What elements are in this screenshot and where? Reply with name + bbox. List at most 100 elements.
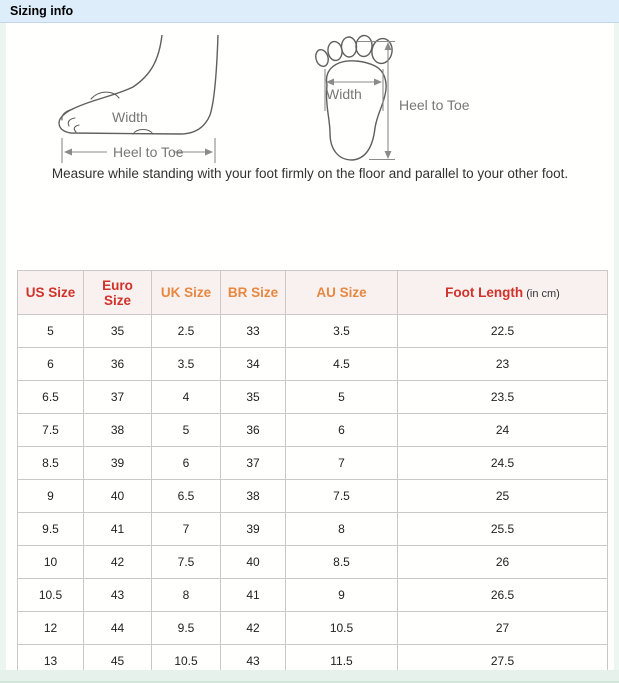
column-header: AU Size: [285, 270, 398, 315]
size-cell: 9: [17, 479, 84, 513]
size-cell: 43: [83, 578, 152, 612]
column-header: UK Size: [151, 270, 221, 315]
size-cell: 8.5: [17, 446, 84, 480]
size-cell: 4.5: [285, 347, 398, 381]
size-cell: 41: [220, 578, 286, 612]
size-cell: 8.5: [285, 545, 398, 579]
size-cell: 35: [220, 380, 286, 414]
size-cell: 34: [220, 347, 286, 381]
size-cell: 6: [151, 446, 221, 480]
size-cell: 7: [151, 512, 221, 546]
size-cell: 4: [151, 380, 221, 414]
size-cell: 42: [220, 611, 286, 645]
table-row: 12 44 9.5 42 10.5 27: [17, 611, 608, 645]
size-cell: 10.5: [285, 611, 398, 645]
size-cell: 27: [397, 611, 608, 645]
size-cell: 26.5: [397, 578, 608, 612]
table-row: 6 36 3.5 34 4.5 23: [17, 347, 608, 381]
bottom-edge-strip: [0, 670, 619, 683]
table-header-row: US Size Euro Size UK Size BR Size AU Size Foo…: [17, 270, 608, 315]
size-cell: 25: [397, 479, 608, 513]
size-cell: 6.5: [151, 479, 221, 513]
size-cell: 8: [151, 578, 221, 612]
size-cell: 26: [397, 545, 608, 579]
size-cell: 10.5: [17, 578, 84, 612]
size-cell: 9: [285, 578, 398, 612]
top-width-label: Width: [326, 86, 362, 102]
column-header-label: Euro Size: [102, 277, 133, 308]
column-header: US Size: [17, 270, 84, 315]
size-cell: 44: [83, 611, 152, 645]
foot-top-view-drawing: Width Heel to Toe: [315, 34, 470, 161]
size-cell: 41: [83, 512, 152, 546]
size-cell: 42: [83, 545, 152, 579]
size-cell: 12: [17, 611, 84, 645]
size-cell: 6: [285, 413, 398, 447]
size-cell: 7.5: [151, 545, 221, 579]
size-cell: 3.5: [151, 347, 221, 381]
size-cell: 23.5: [397, 380, 608, 414]
left-edge-strip: [0, 23, 6, 683]
size-cell: 10: [17, 545, 84, 579]
column-header-label: Foot Length: [445, 285, 524, 300]
size-cell: 9.5: [17, 512, 84, 546]
page-title: Sizing info: [10, 4, 74, 18]
size-cell: 24: [397, 413, 608, 447]
size-cell: 37: [83, 380, 152, 414]
size-cell: 25.5: [397, 512, 608, 546]
column-header-label: BR Size: [227, 285, 279, 300]
size-cell: 22.5: [397, 314, 608, 348]
table-row: 10 42 7.5 40 8.5 26: [17, 545, 608, 579]
size-cell: 33: [220, 314, 286, 348]
size-cell: 40: [83, 479, 152, 513]
size-cell: 39: [220, 512, 286, 546]
titlebar: Sizing info: [0, 0, 619, 23]
size-cell: 6.5: [17, 380, 84, 414]
size-cell: 39: [83, 446, 152, 480]
size-cell: 3.5: [285, 314, 398, 348]
column-header-unit: (in cm): [523, 288, 560, 300]
measure-instruction: Measure while standing with your foot fi…: [51, 166, 569, 181]
size-conversion-table: US Size Euro Size UK Size BR Size AU Size Foo…: [17, 270, 608, 678]
table-row: 10.5 43 8 41 9 26.5: [17, 578, 608, 612]
table-row: 9.5 41 7 39 8 25.5: [17, 512, 608, 546]
size-cell: 9.5: [151, 611, 221, 645]
column-header-label: AU Size: [316, 285, 367, 300]
foot-top-view-diagram: Width Heel to Toe: [295, 33, 470, 173]
table-row: 7.5 38 5 36 6 24: [17, 413, 608, 447]
side-width-label: Width: [112, 109, 148, 125]
size-cell: 38: [83, 413, 152, 447]
size-cell: 7.5: [17, 413, 84, 447]
size-cell: 36: [83, 347, 152, 381]
foot-side-view-diagram: Width Heel to Toe: [55, 35, 230, 170]
side-heel-to-toe-label: Heel to Toe: [113, 144, 184, 160]
top-heel-to-toe-label: Heel to Toe: [399, 97, 470, 113]
size-cell: 2.5: [151, 314, 221, 348]
size-cell: 7.5: [285, 479, 398, 513]
column-header: Euro Size: [83, 270, 152, 315]
column-header: BR Size: [220, 270, 286, 315]
table-row: 9 40 6.5 38 7.5 25: [17, 479, 608, 513]
foot-side-view-drawing: Width Heel to Toe: [58, 35, 219, 163]
size-cell: 38: [220, 479, 286, 513]
column-header: Foot Length (in cm): [397, 270, 608, 315]
table-row: 6.5 37 4 35 5 23.5: [17, 380, 608, 414]
right-edge-strip: [614, 23, 619, 683]
size-cell: 36: [220, 413, 286, 447]
column-header-label: US Size: [25, 285, 76, 300]
size-cell: 7: [285, 446, 398, 480]
size-cell: 35: [83, 314, 152, 348]
column-header-label: UK Size: [160, 285, 212, 300]
size-cell: 5: [17, 314, 84, 348]
table-row: 5 35 2.5 33 3.5 22.5: [17, 314, 608, 348]
size-cell: 23: [397, 347, 608, 381]
table-row: 8.5 39 6 37 7 24.5: [17, 446, 608, 480]
size-cell: 37: [220, 446, 286, 480]
size-cell: 5: [151, 413, 221, 447]
size-cell: 24.5: [397, 446, 608, 480]
size-cell: 6: [17, 347, 84, 381]
size-cell: 5: [285, 380, 398, 414]
size-cell: 40: [220, 545, 286, 579]
size-cell: 8: [285, 512, 398, 546]
